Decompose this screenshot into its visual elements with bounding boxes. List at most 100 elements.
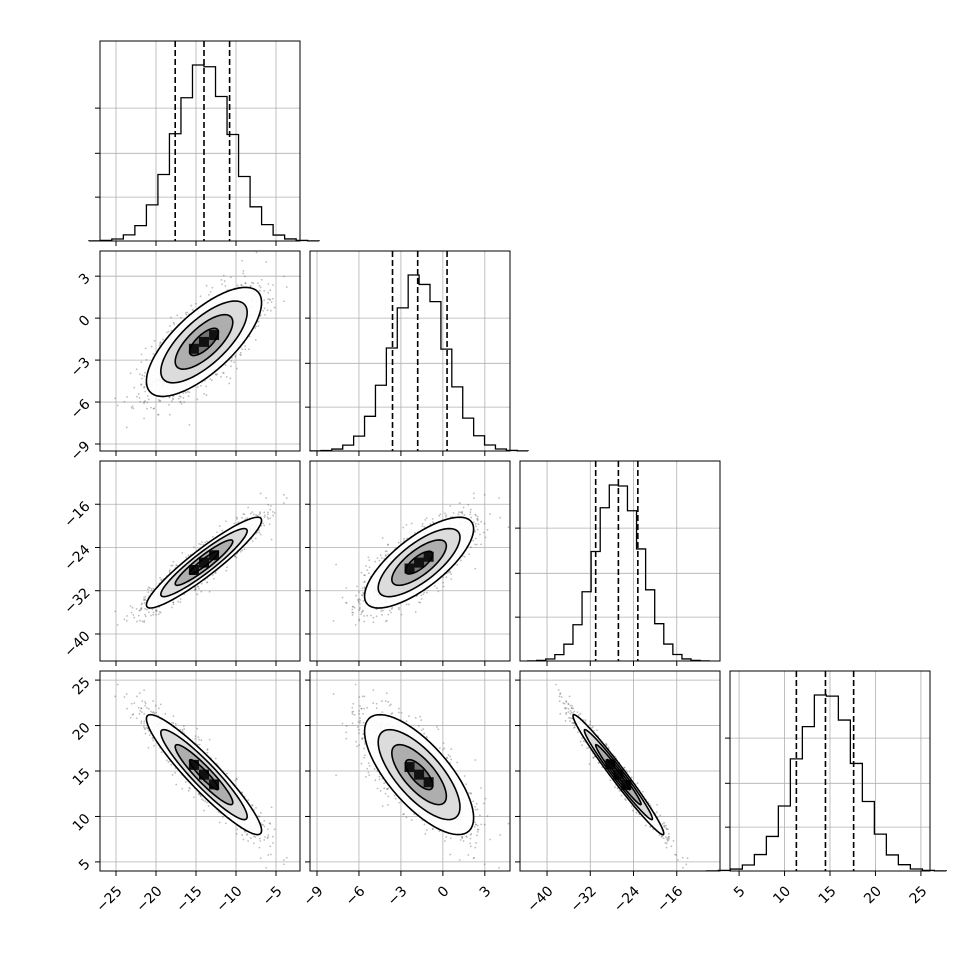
sample-point bbox=[382, 609, 384, 612]
sample-point bbox=[458, 511, 460, 514]
sample-point bbox=[258, 511, 261, 513]
sample-point bbox=[246, 834, 248, 836]
sample-point bbox=[236, 284, 239, 287]
sample-point bbox=[188, 424, 191, 426]
panel-frame bbox=[99, 460, 301, 662]
sample-point bbox=[266, 309, 269, 312]
sample-point bbox=[200, 582, 203, 585]
sample-point bbox=[269, 289, 272, 292]
panel-frame bbox=[309, 250, 511, 452]
sample-point bbox=[143, 599, 146, 602]
sample-point bbox=[135, 368, 138, 371]
sample-point bbox=[172, 715, 175, 718]
density-peak bbox=[404, 563, 415, 574]
sample-point bbox=[152, 407, 155, 410]
sample-point bbox=[249, 512, 252, 515]
sample-point bbox=[397, 541, 400, 544]
sample-point bbox=[223, 280, 226, 282]
sample-point bbox=[233, 555, 236, 558]
sample-point bbox=[159, 342, 162, 345]
sample-point bbox=[417, 601, 420, 604]
sample-point bbox=[361, 594, 363, 596]
sample-point bbox=[357, 598, 359, 601]
sample-point bbox=[469, 511, 472, 513]
sample-point bbox=[230, 365, 232, 368]
panel-frame bbox=[519, 460, 721, 662]
sample-point bbox=[442, 576, 445, 579]
sample-point bbox=[263, 819, 266, 822]
sample-point bbox=[358, 618, 361, 621]
sample-point bbox=[256, 514, 259, 517]
sample-point bbox=[206, 581, 208, 584]
sample-point bbox=[206, 581, 209, 584]
sample-point bbox=[209, 378, 212, 381]
sample-point bbox=[359, 599, 362, 601]
sample-point bbox=[257, 529, 260, 532]
sample-point bbox=[173, 323, 176, 326]
contour-level-3 bbox=[363, 516, 475, 609]
sample-point bbox=[138, 397, 141, 399]
sample-point bbox=[144, 615, 147, 618]
sample-point bbox=[241, 516, 244, 519]
sample-point bbox=[353, 606, 356, 609]
sample-point bbox=[450, 573, 453, 575]
sample-point bbox=[475, 525, 477, 528]
sample-point bbox=[429, 523, 432, 525]
sample-point bbox=[391, 606, 394, 609]
density-peak bbox=[199, 336, 209, 347]
sample-point bbox=[283, 300, 285, 303]
sample-point bbox=[355, 594, 357, 597]
sample-point bbox=[196, 593, 199, 596]
sample-point bbox=[179, 400, 182, 403]
sample-point bbox=[181, 552, 184, 554]
sample-point bbox=[368, 566, 371, 569]
sample-point bbox=[170, 564, 173, 567]
sample-point bbox=[151, 737, 154, 740]
sample-point bbox=[345, 602, 348, 604]
sample-point bbox=[147, 398, 150, 401]
sample-point bbox=[269, 299, 272, 301]
sample-point bbox=[266, 513, 269, 516]
sample-point bbox=[345, 586, 348, 589]
sample-point bbox=[431, 517, 434, 520]
sample-point bbox=[233, 522, 236, 525]
sample-point bbox=[482, 531, 485, 534]
scatter-panel-1-0 bbox=[95, 250, 301, 456]
sample-point bbox=[162, 338, 164, 341]
sample-point bbox=[150, 406, 152, 409]
sample-point bbox=[150, 589, 153, 592]
sample-point bbox=[345, 601, 348, 604]
sample-point bbox=[249, 285, 252, 288]
sample-point bbox=[456, 563, 459, 566]
sample-point bbox=[131, 714, 134, 716]
sample-point bbox=[140, 383, 143, 386]
sample-point bbox=[234, 354, 237, 357]
sample-point bbox=[157, 398, 160, 401]
sample-point bbox=[157, 413, 160, 416]
sample-point bbox=[363, 574, 366, 577]
density-peak bbox=[199, 557, 209, 568]
sample-point bbox=[268, 298, 271, 301]
sample-point bbox=[146, 394, 149, 397]
sample-point bbox=[186, 390, 189, 393]
sample-point bbox=[421, 525, 424, 528]
sample-point bbox=[196, 398, 199, 401]
sample-point bbox=[273, 306, 276, 309]
sample-point bbox=[182, 392, 185, 395]
sample-point bbox=[168, 325, 171, 327]
sample-point bbox=[374, 560, 377, 563]
sample-point bbox=[359, 607, 361, 610]
sample-point bbox=[457, 513, 460, 516]
sample-point bbox=[179, 401, 182, 404]
sample-point bbox=[434, 585, 436, 587]
sample-point bbox=[484, 536, 487, 539]
sample-point bbox=[307, 476, 309, 478]
sample-point bbox=[387, 543, 390, 546]
sample-point bbox=[459, 559, 462, 562]
contour-level-3 bbox=[145, 286, 263, 398]
sample-point bbox=[194, 588, 197, 590]
sample-point bbox=[249, 285, 252, 287]
sample-point bbox=[177, 397, 180, 400]
sample-point bbox=[477, 523, 480, 526]
